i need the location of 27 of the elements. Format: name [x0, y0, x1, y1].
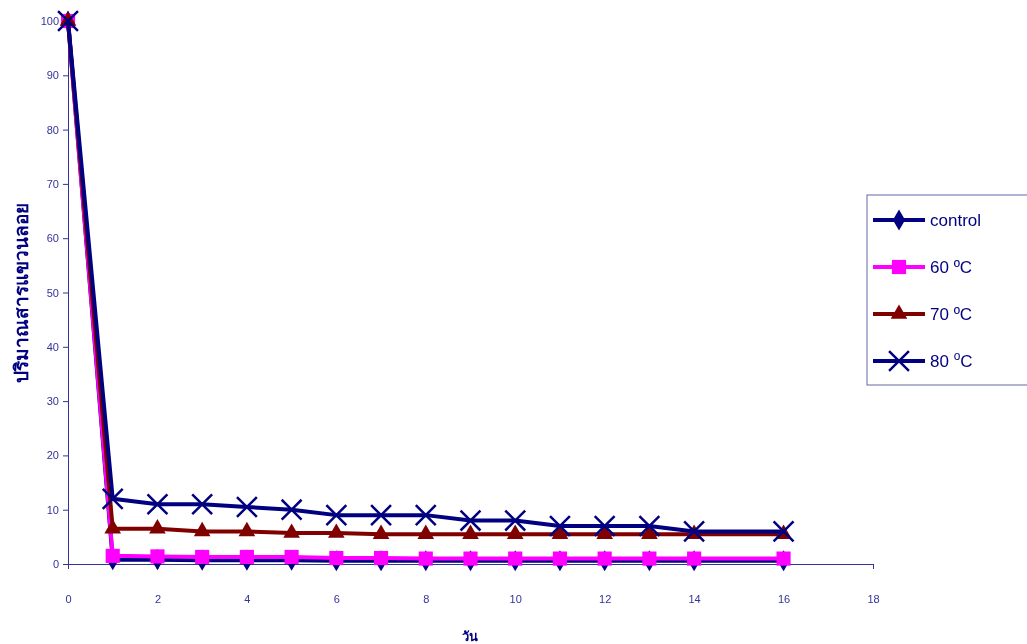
x-axis-title: วัน: [462, 629, 478, 644]
x-tick-label: 4: [244, 592, 251, 605]
y-tick-label: 50: [46, 286, 59, 299]
x-tick-label: 10: [509, 592, 522, 605]
y-tick-label: 80: [46, 123, 59, 136]
x-tick-label: 2: [154, 592, 162, 605]
y-tick-label: 100: [40, 15, 59, 28]
y-tick-label: 40: [46, 340, 59, 353]
y-tick-label: 60: [46, 232, 59, 245]
x-tick-label: 16: [777, 592, 791, 605]
x-tick-label: 8: [423, 592, 430, 605]
x-tick-label: 18: [867, 592, 880, 605]
y-axis-title: ปริมาณสารแขวนลอย: [11, 202, 32, 383]
y-tick-label: 30: [46, 395, 59, 408]
y-tick-label: 10: [46, 503, 59, 516]
y-tick-label: 20: [46, 449, 59, 462]
legend-label: 80 $^{o}$C: [930, 349, 973, 371]
x-tick-label: 0: [65, 592, 72, 605]
legend-label: 60 ºC: [930, 258, 973, 277]
legend-label: 70 ºC: [930, 305, 973, 324]
y-tick-label: 70: [46, 177, 59, 190]
legend-label: control: [930, 211, 982, 230]
x-tick-label: 6: [333, 592, 340, 605]
y-tick-label: 90: [46, 69, 59, 82]
x-tick-label: 12: [599, 592, 612, 605]
x-tick-label: 14: [688, 592, 701, 605]
y-tick-label: 0: [52, 558, 59, 571]
